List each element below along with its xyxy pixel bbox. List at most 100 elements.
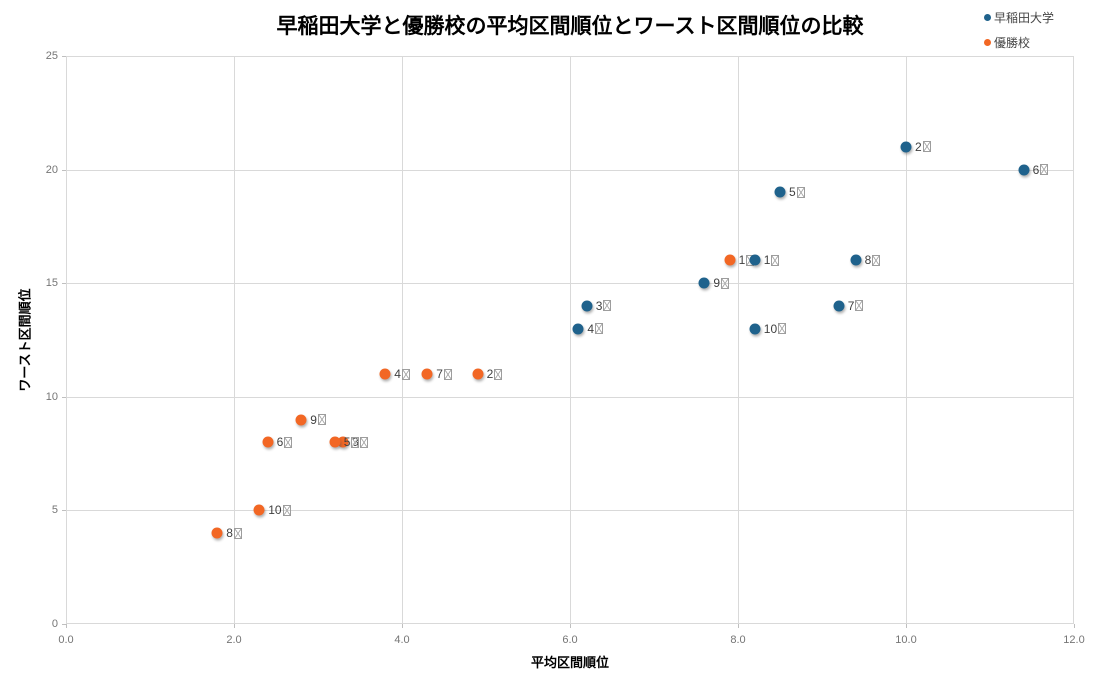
- missing-glyph-box: [796, 186, 805, 198]
- x-tick-mark: [234, 624, 235, 628]
- missing-glyph-box: [778, 323, 787, 335]
- data-point: [295, 414, 307, 426]
- missing-glyph-box: [771, 254, 780, 266]
- data-point: [749, 254, 761, 266]
- y-tick-label: 20: [45, 163, 58, 176]
- missing-glyph-box: [494, 368, 503, 380]
- x-axis-label: 平均区間順位: [530, 655, 610, 670]
- missing-glyph-box: [282, 504, 291, 516]
- data-point: [379, 368, 391, 380]
- legend: 早稲田大学 優勝校: [984, 9, 1054, 51]
- missing-glyph-box: [872, 254, 881, 266]
- point-label: 3: [596, 300, 612, 312]
- missing-glyph-box: [595, 323, 604, 335]
- point-label: 2: [915, 141, 931, 153]
- point-label: 4: [587, 323, 604, 335]
- vertical-gridline: [402, 56, 403, 624]
- data-point: [211, 527, 223, 539]
- y-tick-mark: [62, 510, 66, 512]
- legend-label: 早稲田大学: [994, 11, 1055, 25]
- point-label: 10: [764, 323, 787, 335]
- horizontal-gridline: [66, 396, 1074, 398]
- point-label: 1: [764, 254, 780, 266]
- missing-glyph-box: [603, 300, 612, 312]
- y-tick-mark: [62, 396, 66, 398]
- data-point: [262, 436, 274, 448]
- y-tick-mark: [62, 624, 66, 625]
- point-label: 8: [226, 527, 242, 539]
- legend-marker-icon: [984, 39, 991, 46]
- data-point: [337, 436, 349, 448]
- point-label: 9: [310, 414, 326, 426]
- x-tick-label: 8.0: [730, 634, 746, 646]
- data-point: [253, 504, 265, 516]
- missing-glyph-box: [233, 527, 242, 539]
- missing-glyph-box: [922, 141, 931, 153]
- data-point: [900, 141, 912, 153]
- data-point: [572, 323, 584, 335]
- horizontal-gridline: [66, 169, 1074, 171]
- point-label: 7: [436, 368, 452, 380]
- point-label: 7: [848, 300, 864, 312]
- y-tick-label: 5: [51, 504, 58, 517]
- chart-title: 早稲田大学と優勝校の平均区間順位とワースト区間順位の比較: [276, 15, 864, 38]
- missing-glyph-box: [359, 436, 368, 448]
- horizontal-gridline: [66, 510, 1074, 512]
- point-label: 6: [1033, 164, 1049, 176]
- legend-item: 早稲田大学: [984, 9, 1054, 26]
- x-tick-label: 4.0: [394, 634, 410, 646]
- y-axis-label: ワースト区間順位: [17, 288, 33, 392]
- y-tick-label: 0: [51, 618, 58, 630]
- data-point: [1018, 164, 1030, 176]
- x-tick-mark: [570, 624, 571, 628]
- data-point: [833, 300, 845, 312]
- x-tick-label: 10.0: [895, 634, 917, 646]
- point-label: 5: [344, 436, 360, 448]
- y-tick-label: 15: [45, 277, 58, 290]
- point-label: 9: [713, 277, 730, 289]
- data-point: [774, 186, 786, 198]
- missing-glyph-box: [317, 414, 326, 426]
- missing-glyph-box: [855, 300, 864, 312]
- point-label: 6: [277, 436, 293, 448]
- data-point: [850, 254, 862, 266]
- vertical-gridline: [234, 56, 235, 624]
- missing-glyph-box: [284, 436, 293, 448]
- y-tick-mark: [62, 169, 66, 171]
- x-tick-label: 12.0: [1063, 634, 1085, 646]
- missing-glyph-box: [351, 436, 360, 448]
- missing-glyph-box: [721, 277, 730, 289]
- x-tick-mark: [906, 624, 907, 628]
- point-label: 8: [865, 254, 881, 266]
- data-point: [749, 323, 761, 335]
- data-point: [472, 368, 484, 380]
- missing-glyph-box: [401, 368, 410, 380]
- vertical-gridline: [570, 56, 571, 624]
- missing-glyph-box: [443, 368, 452, 380]
- point-label: 5: [789, 186, 805, 198]
- x-tick-label: 0.0: [58, 634, 74, 646]
- point-label: 4: [394, 368, 410, 380]
- data-point: [724, 254, 736, 266]
- point-label: 2: [487, 368, 503, 380]
- x-tick-mark: [1074, 624, 1075, 628]
- y-tick-mark: [62, 283, 66, 285]
- horizontal-gridline: [66, 283, 1074, 285]
- data-point: [698, 277, 710, 289]
- x-tick-mark: [66, 624, 67, 628]
- data-point: [581, 300, 593, 312]
- legend-marker-icon: [984, 14, 991, 21]
- y-tick-label: 25: [45, 50, 58, 62]
- vertical-gridline: [906, 56, 907, 624]
- y-tick-mark: [62, 56, 66, 57]
- x-tick-mark: [738, 624, 739, 628]
- vertical-gridline: [738, 56, 739, 624]
- x-tick-mark: [402, 624, 403, 628]
- x-tick-label: 2.0: [226, 634, 242, 646]
- data-point: [329, 436, 341, 448]
- legend-label: 優勝校: [994, 36, 1031, 50]
- x-tick-label: 6.0: [562, 634, 578, 646]
- data-point: [421, 368, 433, 380]
- y-tick-label: 10: [45, 390, 58, 403]
